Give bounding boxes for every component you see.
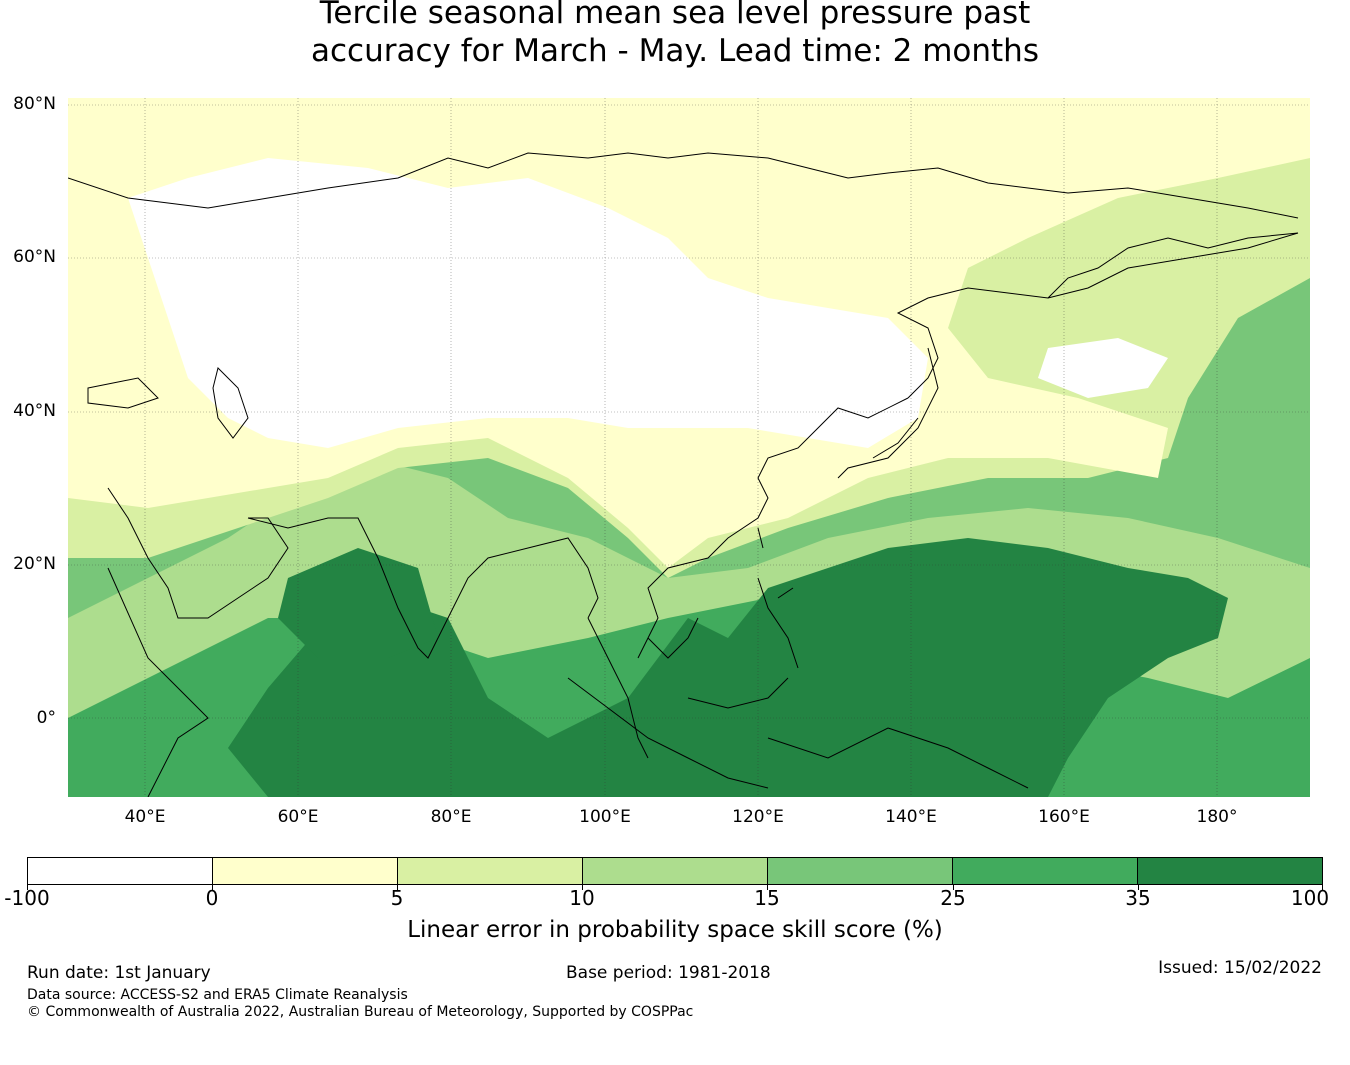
band-negative: [128, 158, 928, 448]
map-svg: [68, 98, 1310, 797]
lon-label-120e: 120°E: [732, 807, 784, 827]
colorbar-tick-neg100: -100: [4, 886, 50, 910]
colorbar-tick-0: 0: [205, 886, 219, 910]
colorbar-title: Linear error in probability space skill …: [407, 917, 943, 943]
coastline-caspian: [212, 367, 249, 439]
colorbar-segment-25-35: [953, 858, 1138, 884]
band-35-100: [228, 538, 1228, 797]
colorbar-tick-15: 15: [754, 886, 780, 910]
lat-label-equator: 0°: [36, 708, 56, 728]
chart-title: Tercile seasonal mean sea level pressure…: [0, 0, 1350, 70]
data-source: Data source: ACCESS-S2 and ERA5 Climate …: [27, 987, 408, 1003]
lon-label-100e: 100°E: [579, 807, 631, 827]
colorbar-segment-10-15: [583, 858, 768, 884]
colorbar-tickmark: [27, 885, 28, 890]
colorbar-tick-10: 10: [569, 886, 595, 910]
band-negative-pacific: [1038, 338, 1168, 398]
colorbar-tickmark: [953, 885, 954, 890]
colorbar-tick-35: 35: [1125, 886, 1151, 910]
title-line-2: accuracy for March - May. Lead time: 2 m…: [311, 33, 1039, 69]
colorbar-segment-neg100-0: [28, 858, 213, 884]
coastline-southeast-asia: [587, 617, 699, 759]
base-period: Base period: 1981-2018: [566, 963, 771, 983]
lon-label-40e: 40°E: [124, 807, 166, 827]
colorbar-tickmark: [212, 885, 213, 890]
colorbar-tick-5: 5: [390, 886, 404, 910]
lon-label-60e: 60°E: [277, 807, 319, 827]
coastline-taiwan: [757, 527, 764, 549]
lon-label-140e: 140°E: [885, 807, 937, 827]
colorbar: [27, 857, 1323, 885]
lon-label-80e: 80°E: [430, 807, 472, 827]
colorbar-tick-100: 100: [1290, 886, 1330, 910]
lat-label-40n: 40°N: [13, 401, 56, 421]
coastline-india: [247, 517, 599, 659]
copyright: © Commonwealth of Australia 2022, Austra…: [27, 1004, 694, 1020]
issued-date: Issued: 15/02/2022: [1158, 958, 1322, 978]
lat-label-80n: 80°N: [13, 94, 56, 114]
lon-label-180: 180°: [1196, 807, 1238, 827]
lon-label-160e: 160°E: [1038, 807, 1090, 827]
coastline-philippines: [757, 577, 799, 669]
gridlines: [68, 98, 1310, 797]
colorbar-segment-0-5: [213, 858, 398, 884]
colorbar-segment-5-10: [398, 858, 583, 884]
run-date: Run date: 1st January: [27, 963, 211, 983]
lat-label-60n: 60°N: [13, 247, 56, 267]
coastline-kamchatka: [1047, 232, 1299, 299]
coastline-japan: [837, 347, 939, 479]
colorbar-segment-15-25: [768, 858, 953, 884]
colorbar-tickmark: [1138, 885, 1139, 890]
colorbar-tickmark: [582, 885, 583, 890]
colorbar-segment-35-100: [1138, 858, 1322, 884]
title-line-1: Tercile seasonal mean sea level pressure…: [319, 0, 1031, 31]
colorbar-tickmark: [1322, 885, 1323, 890]
coastline-china: [637, 397, 909, 659]
lat-label-20n: 20°N: [13, 554, 56, 574]
colorbar-tickmark: [397, 885, 398, 890]
skill-score-map: [68, 98, 1310, 797]
band-35-100-arabian-sea: [278, 548, 438, 658]
coastline-arctic: [68, 152, 1299, 219]
coastline-africa: [107, 567, 209, 797]
coastline-arabia: [107, 487, 289, 619]
coastlines: [68, 152, 1299, 797]
colorbar-tickmark: [767, 885, 768, 890]
coastline-pacific-russia: [896, 232, 1299, 399]
colorbar-tick-25: 25: [940, 886, 966, 910]
coastline-indonesia: [567, 677, 1029, 789]
coastline-black-sea: [87, 377, 159, 409]
